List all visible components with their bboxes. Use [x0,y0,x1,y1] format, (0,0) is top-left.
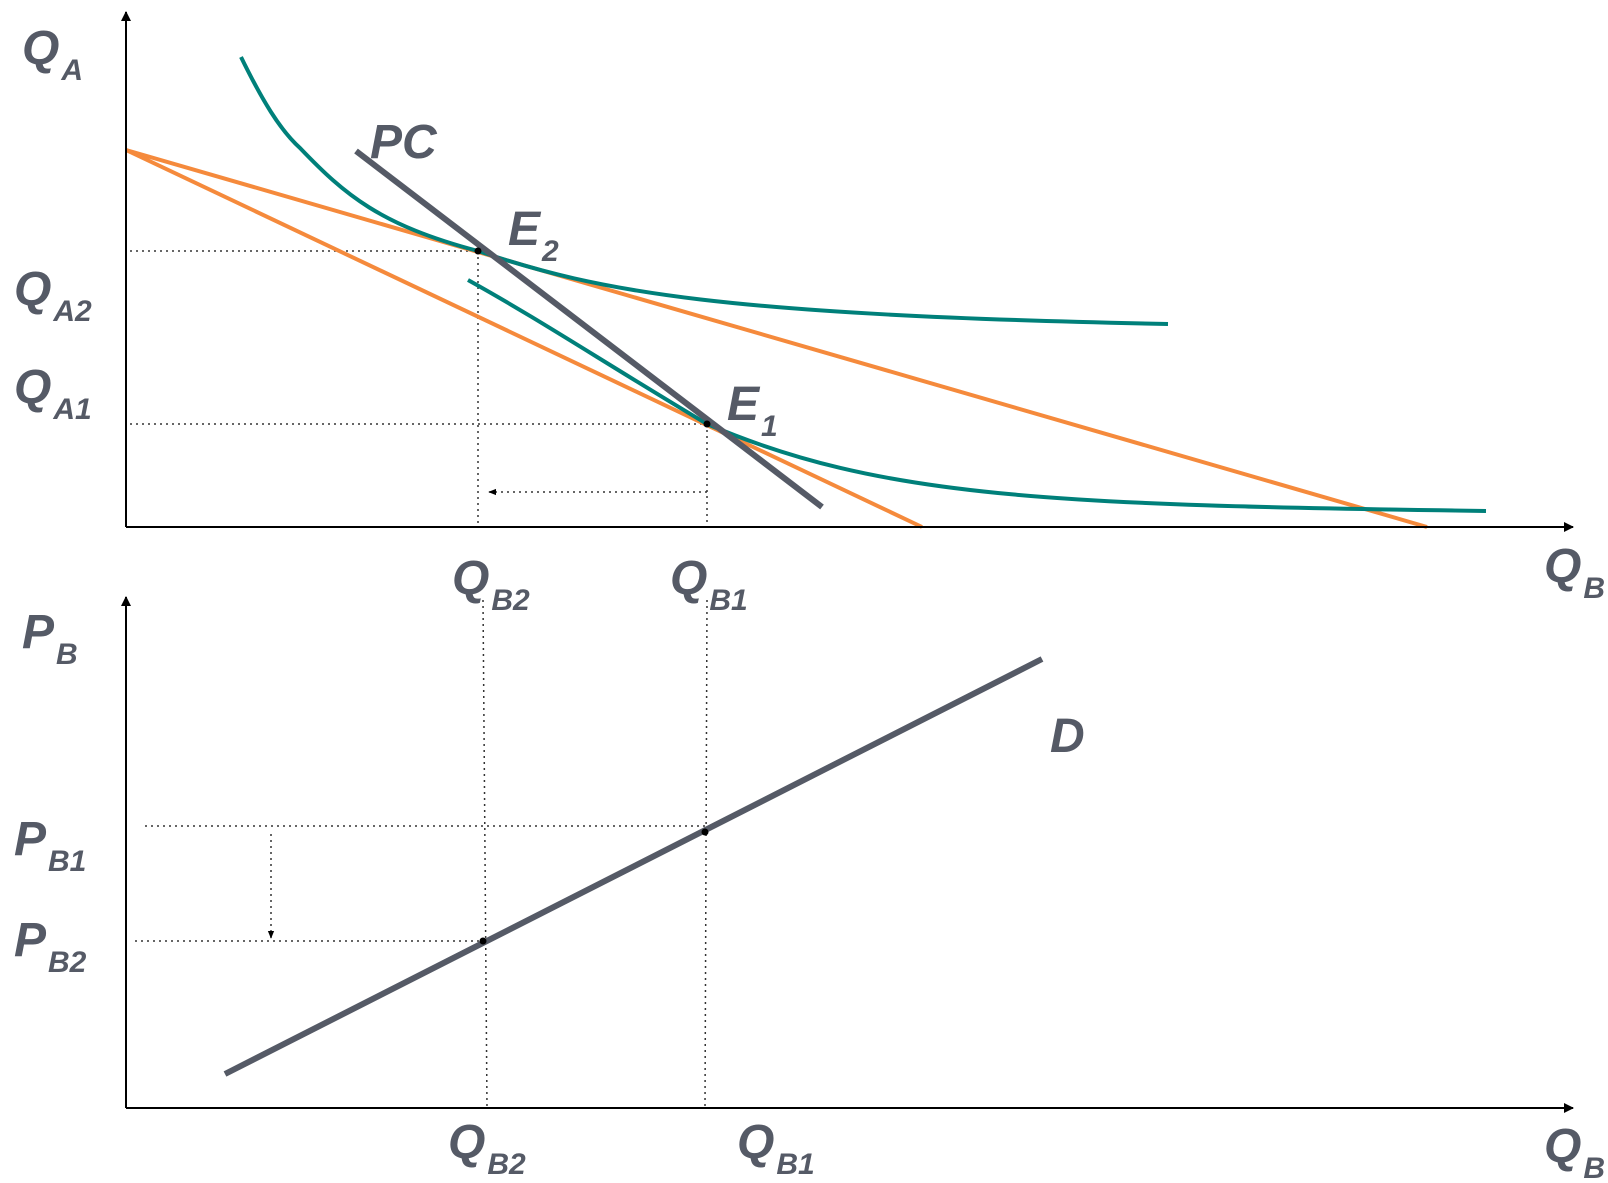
x-tick-qb1-bottom: QB1 [737,1116,815,1181]
budget-line-1 [125,148,923,529]
guide-qb2-bottom [482,599,488,1109]
indifference-curve-2 [239,56,1169,326]
e1-label: E1 [727,378,778,443]
price-consumption-curve [354,148,824,510]
bottom-y-axis-label: PB [22,606,78,671]
demand-point-1 [701,828,709,836]
y-tick-qa2: QA2 [14,263,92,328]
x-tick-qb1-top: QB1 [670,552,748,617]
bottom-x-axis-label: QB [1544,1120,1605,1183]
pc-label: PC [370,116,438,169]
x-tick-qb2-bottom: QB2 [448,1116,526,1181]
top-panel: QA QB QA2 QA1 QB2 QB1 PC E2 E1 [14,11,1605,617]
top-x-axis-label: QB [1544,540,1605,605]
top-y-axis-label: QA [22,22,83,87]
indifference-curve-1 [467,278,1487,513]
y-tick-pb2: PB2 [14,914,87,979]
demand-point-2 [479,937,487,945]
demand-label: D [1050,710,1085,763]
e2-label: E2 [508,203,559,268]
budget-line-2 [125,148,1428,529]
demand-curve [223,656,1044,1077]
x-tick-qb2-top: QB2 [452,552,530,617]
bottom-panel: PB QB PB1 PB2 QB2 QB1 D [14,596,1605,1183]
point-e1 [703,420,711,428]
guide-qb1-bottom [704,599,708,1109]
y-tick-pb1: PB1 [14,813,86,878]
point-e2 [474,247,482,255]
y-tick-qa1: QA1 [14,361,92,426]
